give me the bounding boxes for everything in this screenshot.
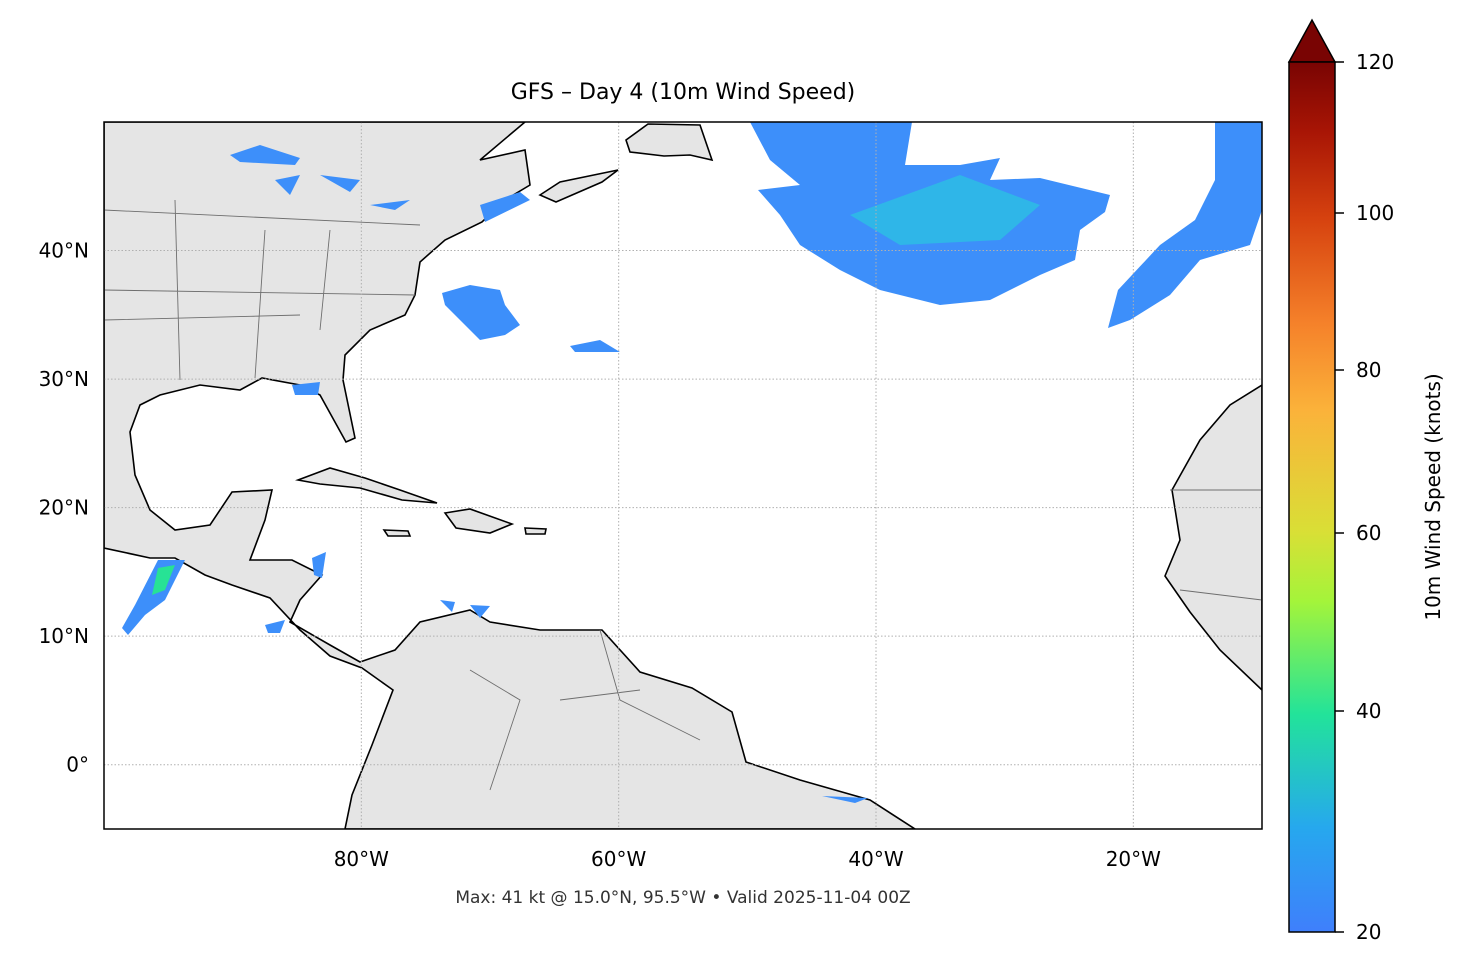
colorbar-gradient — [1288, 61, 1336, 933]
wind-patch-mid-atlantic — [442, 285, 520, 340]
chart-title: GFS – Day 4 (10m Wind Speed) — [511, 80, 856, 105]
wind-patch-east-atlantic — [1108, 122, 1262, 328]
gridlines — [104, 122, 1262, 829]
wind-patch-small — [570, 340, 620, 352]
nova-scotia — [538, 169, 619, 203]
newfoundland — [625, 123, 714, 162]
colorbar-tick-label: 120 — [1356, 50, 1394, 74]
lat-tick-label: 40°N — [39, 239, 89, 263]
colorbar-tick-label: 80 — [1356, 358, 1381, 382]
colorbar-extend-arrow — [1287, 18, 1337, 63]
puerto-rico — [524, 527, 547, 535]
hispaniola — [443, 508, 515, 534]
land — [104, 122, 1262, 829]
africa — [1164, 384, 1262, 692]
cuba — [295, 467, 438, 504]
lon-tick-label: 20°W — [1106, 847, 1161, 871]
colorbar-tick-label: 20 — [1356, 920, 1381, 944]
lat-axis: 40°N 30°N 20°N 10°N 0° — [39, 239, 89, 777]
footer-caption: Max: 41 kt @ 15.0°N, 95.5°W • Valid 2025… — [455, 888, 910, 908]
wind-patch-max-core — [152, 565, 175, 595]
map-frame — [103, 121, 1263, 830]
lon-tick-label: 80°W — [334, 847, 389, 871]
colorbar-tick-label: 100 — [1356, 201, 1394, 225]
lon-tick-label: 40°W — [848, 847, 903, 871]
lat-tick-label: 0° — [66, 753, 89, 777]
americas-landmass — [104, 122, 917, 829]
lat-tick-label: 30°N — [39, 367, 89, 391]
map-area — [104, 122, 1262, 829]
lon-tick-label: 60°W — [591, 847, 646, 871]
lat-tick-label: 20°N — [39, 496, 89, 520]
colorbar-tick-label: 40 — [1356, 699, 1381, 723]
colorbar: 120 100 80 60 40 20 10m Wind Speed (knot… — [1287, 18, 1445, 944]
colorbar-label: 10m Wind Speed (knots) — [1421, 373, 1445, 620]
colorbar-tick-label: 60 — [1356, 521, 1381, 545]
state-borders — [104, 199, 1262, 791]
lat-tick-label: 10°N — [39, 624, 89, 648]
lon-axis: 80°W 60°W 40°W 20°W — [334, 847, 1161, 871]
jamaica — [382, 529, 412, 537]
wind-patch-core — [850, 175, 1040, 245]
wind-field — [122, 122, 1262, 803]
